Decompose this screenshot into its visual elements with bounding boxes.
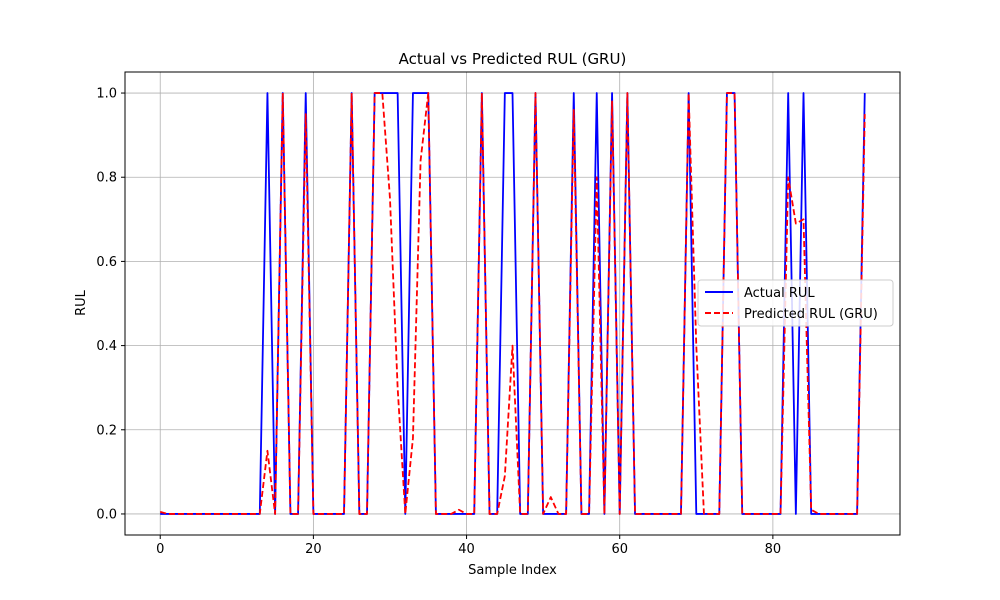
plot-frame: [124, 71, 901, 536]
x-tick-label: 0: [156, 542, 164, 557]
x-tick-label: 20: [305, 542, 322, 557]
y-tick-label: 0.2: [96, 423, 117, 438]
y-tick-label: 0.0: [96, 507, 117, 522]
x-tick-label: 40: [458, 542, 475, 557]
y-tick-label: 0.6: [96, 255, 117, 270]
y-tick-label: 1.0: [96, 87, 117, 102]
y-ticks: 0.0 0.2 0.4 0.6 0.8 1.0: [96, 87, 125, 522]
legend-label-predicted: Predicted RUL (GRU): [744, 307, 878, 322]
series-line-predicted: [159, 92, 866, 515]
x-axis-label: Sample Index: [468, 563, 557, 578]
x-tick-label: 60: [611, 542, 628, 557]
legend: Actual RUL Predicted RUL (GRU): [697, 279, 894, 327]
legend-box: [697, 279, 894, 327]
y-axis-label: RUL: [74, 289, 89, 316]
y-tick-label: 0.4: [96, 339, 117, 354]
series-lines: [159, 92, 866, 515]
y-tick-label: 0.8: [96, 171, 117, 186]
chart-title: Actual vs Predicted RUL (GRU): [399, 50, 627, 68]
x-ticks: 0 20 40 60 80: [156, 535, 781, 557]
x-tick-label: 80: [765, 542, 782, 557]
legend-label-actual: Actual RUL: [744, 286, 815, 301]
